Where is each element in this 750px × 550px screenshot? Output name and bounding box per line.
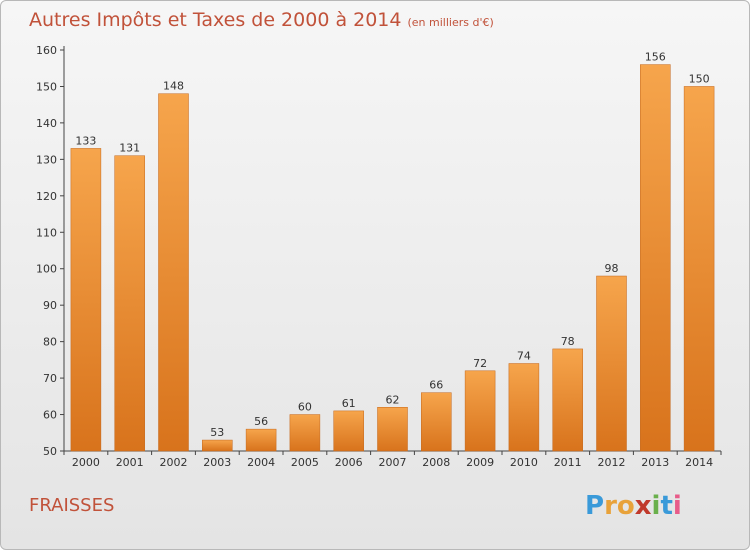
bar-2004 [245, 428, 277, 452]
data-label-2001: 131 [119, 142, 140, 155]
y-tick-label: 100 [36, 263, 57, 276]
data-label-2006: 61 [342, 397, 356, 410]
logo-letter: x [634, 491, 652, 521]
x-tick-label: 2002 [160, 456, 188, 469]
y-tick-label: 110 [36, 226, 57, 239]
proxiti-logo: Proxiti [585, 491, 682, 521]
y-tick-label: 150 [36, 80, 57, 93]
y-tick-label: 50 [43, 445, 57, 458]
bar-2003 [202, 439, 233, 452]
bar-2008 [421, 392, 452, 452]
x-tick-label: 2003 [203, 456, 231, 469]
y-tick-label: 70 [43, 372, 57, 385]
y-tick-label: 60 [43, 409, 57, 422]
bar-2007 [377, 407, 408, 452]
x-tick-label: 2007 [379, 456, 407, 469]
bar-2005 [289, 414, 321, 452]
bar-2013 [640, 64, 671, 452]
bar-2006 [333, 410, 364, 452]
x-tick-label: 2013 [641, 456, 669, 469]
y-tick-label: 130 [36, 153, 57, 166]
y-tick-label: 140 [36, 117, 57, 130]
label-layer: 2000 133 2001 131 2002 148 2003 53 2004 56 2005 60 2… [72, 51, 713, 469]
x-tick-label: 2008 [422, 456, 450, 469]
data-label-2002: 148 [163, 80, 184, 93]
data-label-2014: 150 [689, 72, 710, 85]
bar-2011 [552, 348, 583, 452]
x-tick-label: 2012 [598, 456, 626, 469]
data-label-2008: 66 [429, 379, 443, 392]
y-tick-label: 120 [36, 190, 57, 203]
data-label-2012: 98 [605, 262, 619, 275]
chart-unit: (en milliers d'€) [407, 16, 494, 29]
y-tick-label: 80 [43, 336, 57, 349]
x-tick-label: 2004 [247, 456, 275, 469]
bar-layer [70, 64, 715, 452]
place-name: FRAISSES [29, 495, 115, 516]
x-tick-label: 2000 [72, 456, 100, 469]
data-label-2011: 78 [561, 335, 575, 348]
chart-title-text: Autres Impôts et Taxes de 2000 à 2014 [29, 9, 402, 31]
data-label-2000: 133 [75, 134, 96, 147]
bar-2009 [464, 370, 496, 452]
data-label-2010: 74 [517, 350, 531, 363]
bar-2014 [683, 86, 715, 452]
x-tick-label: 2014 [685, 456, 713, 469]
data-label-2013: 156 [645, 51, 666, 64]
bar-2012 [596, 275, 627, 452]
data-label-2009: 72 [473, 357, 487, 370]
x-tick-label: 2001 [116, 456, 144, 469]
logo-letter: o [616, 491, 635, 521]
logo-letter: i [672, 491, 682, 521]
logo-letter: P [585, 491, 605, 521]
logo-letter: i [651, 491, 661, 521]
data-label-2005: 60 [298, 401, 312, 414]
x-tick-label: 2010 [510, 456, 538, 469]
bar-2010 [508, 363, 540, 452]
x-tick-label: 2006 [335, 456, 363, 469]
bar-2001 [114, 155, 145, 452]
logo-letter: r [604, 491, 617, 521]
data-label-2004: 56 [254, 415, 268, 428]
x-tick-label: 2005 [291, 456, 319, 469]
x-tick-label: 2011 [554, 456, 582, 469]
y-tick-label: 90 [43, 299, 57, 312]
bar-2002 [158, 93, 189, 452]
y-tick-label: 160 [36, 44, 57, 57]
data-label-2007: 62 [386, 393, 400, 406]
x-tick-label: 2009 [466, 456, 494, 469]
chart-title: Autres Impôts et Taxes de 2000 à 2014 (en… [29, 9, 494, 31]
bar-2000 [70, 148, 102, 452]
logo-letter: t [660, 491, 673, 521]
data-label-2003: 53 [210, 426, 224, 439]
